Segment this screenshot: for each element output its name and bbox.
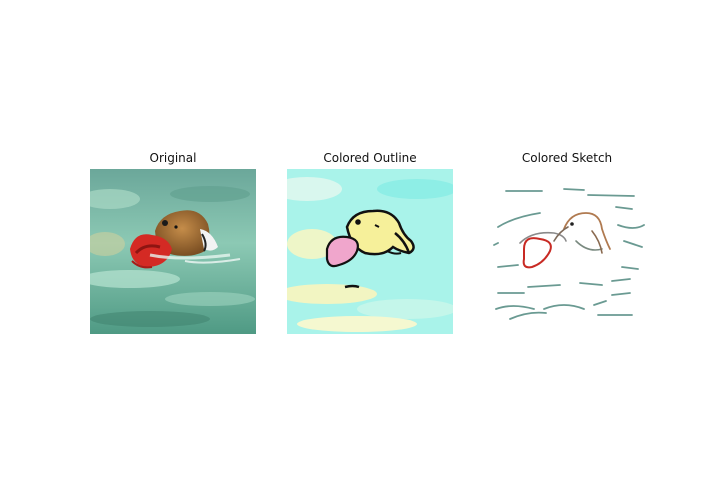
colored-outline-image xyxy=(287,169,453,334)
colored-sketch-image xyxy=(484,169,650,334)
original-photo xyxy=(90,169,256,334)
panel-title-original: Original xyxy=(149,151,197,165)
dog-sketch-render xyxy=(484,169,650,334)
dog-swimming-photo xyxy=(90,169,256,334)
dog-outline-render xyxy=(287,169,453,334)
panel-title-colored-outline: Colored Outline xyxy=(323,151,417,165)
panel-title-colored-sketch: Colored Sketch xyxy=(521,151,613,165)
